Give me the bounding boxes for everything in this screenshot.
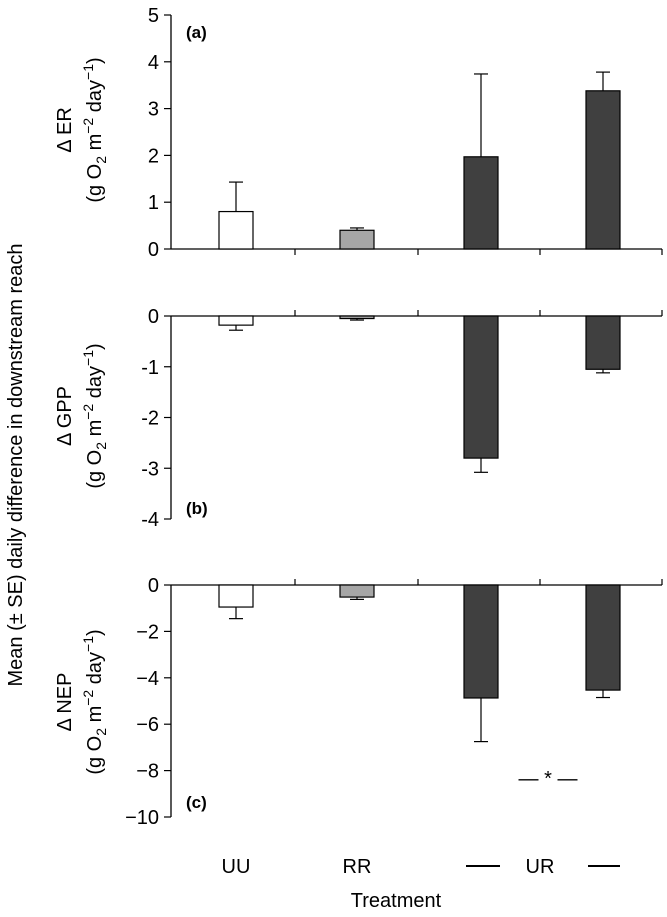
y-tick-label: −10 [125,807,159,829]
y-tick-label: 5 [148,5,159,27]
category-label-uu: UU [222,856,251,878]
panel-y-title-b: Δ GPP(g O2 m−2 day−1) [54,343,109,488]
bar-rr [339,229,375,250]
y-tick-label: 1 [148,192,159,214]
category-label-ur: UR [526,856,555,878]
y-tick-label: 2 [148,145,159,167]
panel-y-title-a: Δ ER(g O2 m−2 day−1) [54,57,109,202]
panel-y-title-metric: Δ GPP [54,386,76,446]
bar-ur-2 [585,90,621,250]
y-tick-label: −4 [136,668,159,690]
y-tick-label: 0 [148,575,159,597]
y-tick-label: −2 [136,621,159,643]
bar-ur-2 [585,315,621,370]
y-tick-label: 4 [148,52,159,74]
panel-y-title-units: (g O2 m−2 day−1) [80,629,109,774]
y-tick-label: −8 [136,761,159,783]
bar-ur-2 [585,584,621,691]
y-tick-label: -2 [141,408,159,430]
y-tick-label: −6 [136,714,159,736]
category-label-rr: RR [343,856,372,878]
significance-marker: — * — [519,768,578,790]
bar-ur-1 [463,584,499,699]
y-tick-label: -3 [141,458,159,480]
panel-label-b: (b) [186,499,208,518]
y-tick-label: 0 [148,239,159,261]
shared-y-axis-title: Mean (± SE) daily difference in downstre… [5,243,27,686]
panel-y-title-units: (g O2 m−2 day−1) [80,343,109,488]
bar-uu [218,210,254,250]
panel-y-title-c: Δ NEP(g O2 m−2 day−1) [54,629,109,774]
bar-uu [218,584,254,608]
panel-y-title-metric: Δ NEP [54,673,76,732]
bar-rr [339,584,375,598]
panel-label-c: (c) [186,793,207,812]
bar-uu [218,315,254,326]
y-tick-label: 3 [148,99,159,121]
panel-c: 0 −2 −4 −6 −8 −10 (c) Δ NEP(g O2 m−2 day−1) [54,575,663,829]
bar-ur-1 [463,156,499,250]
y-tick-label: -1 [141,357,159,379]
bar-rr [339,315,375,320]
panel-y-title-metric: Δ ER [54,107,76,153]
y-tick-label: -4 [141,509,159,531]
bar-ur-1 [463,315,499,459]
x-axis-title: Treatment [351,890,442,912]
y-tick-label: 0 [148,306,159,328]
panel-b: 0 -1 -2 -3 -4 (b) Δ GPP(g O2 m−2 day−1) [54,306,663,531]
panel-y-title-units: (g O2 m−2 day−1) [80,57,109,202]
panel-a: 0 1 2 3 4 5 (a) Δ ER(g O2 m−2 day−1) [54,5,663,261]
panel-label-a: (a) [186,23,207,42]
